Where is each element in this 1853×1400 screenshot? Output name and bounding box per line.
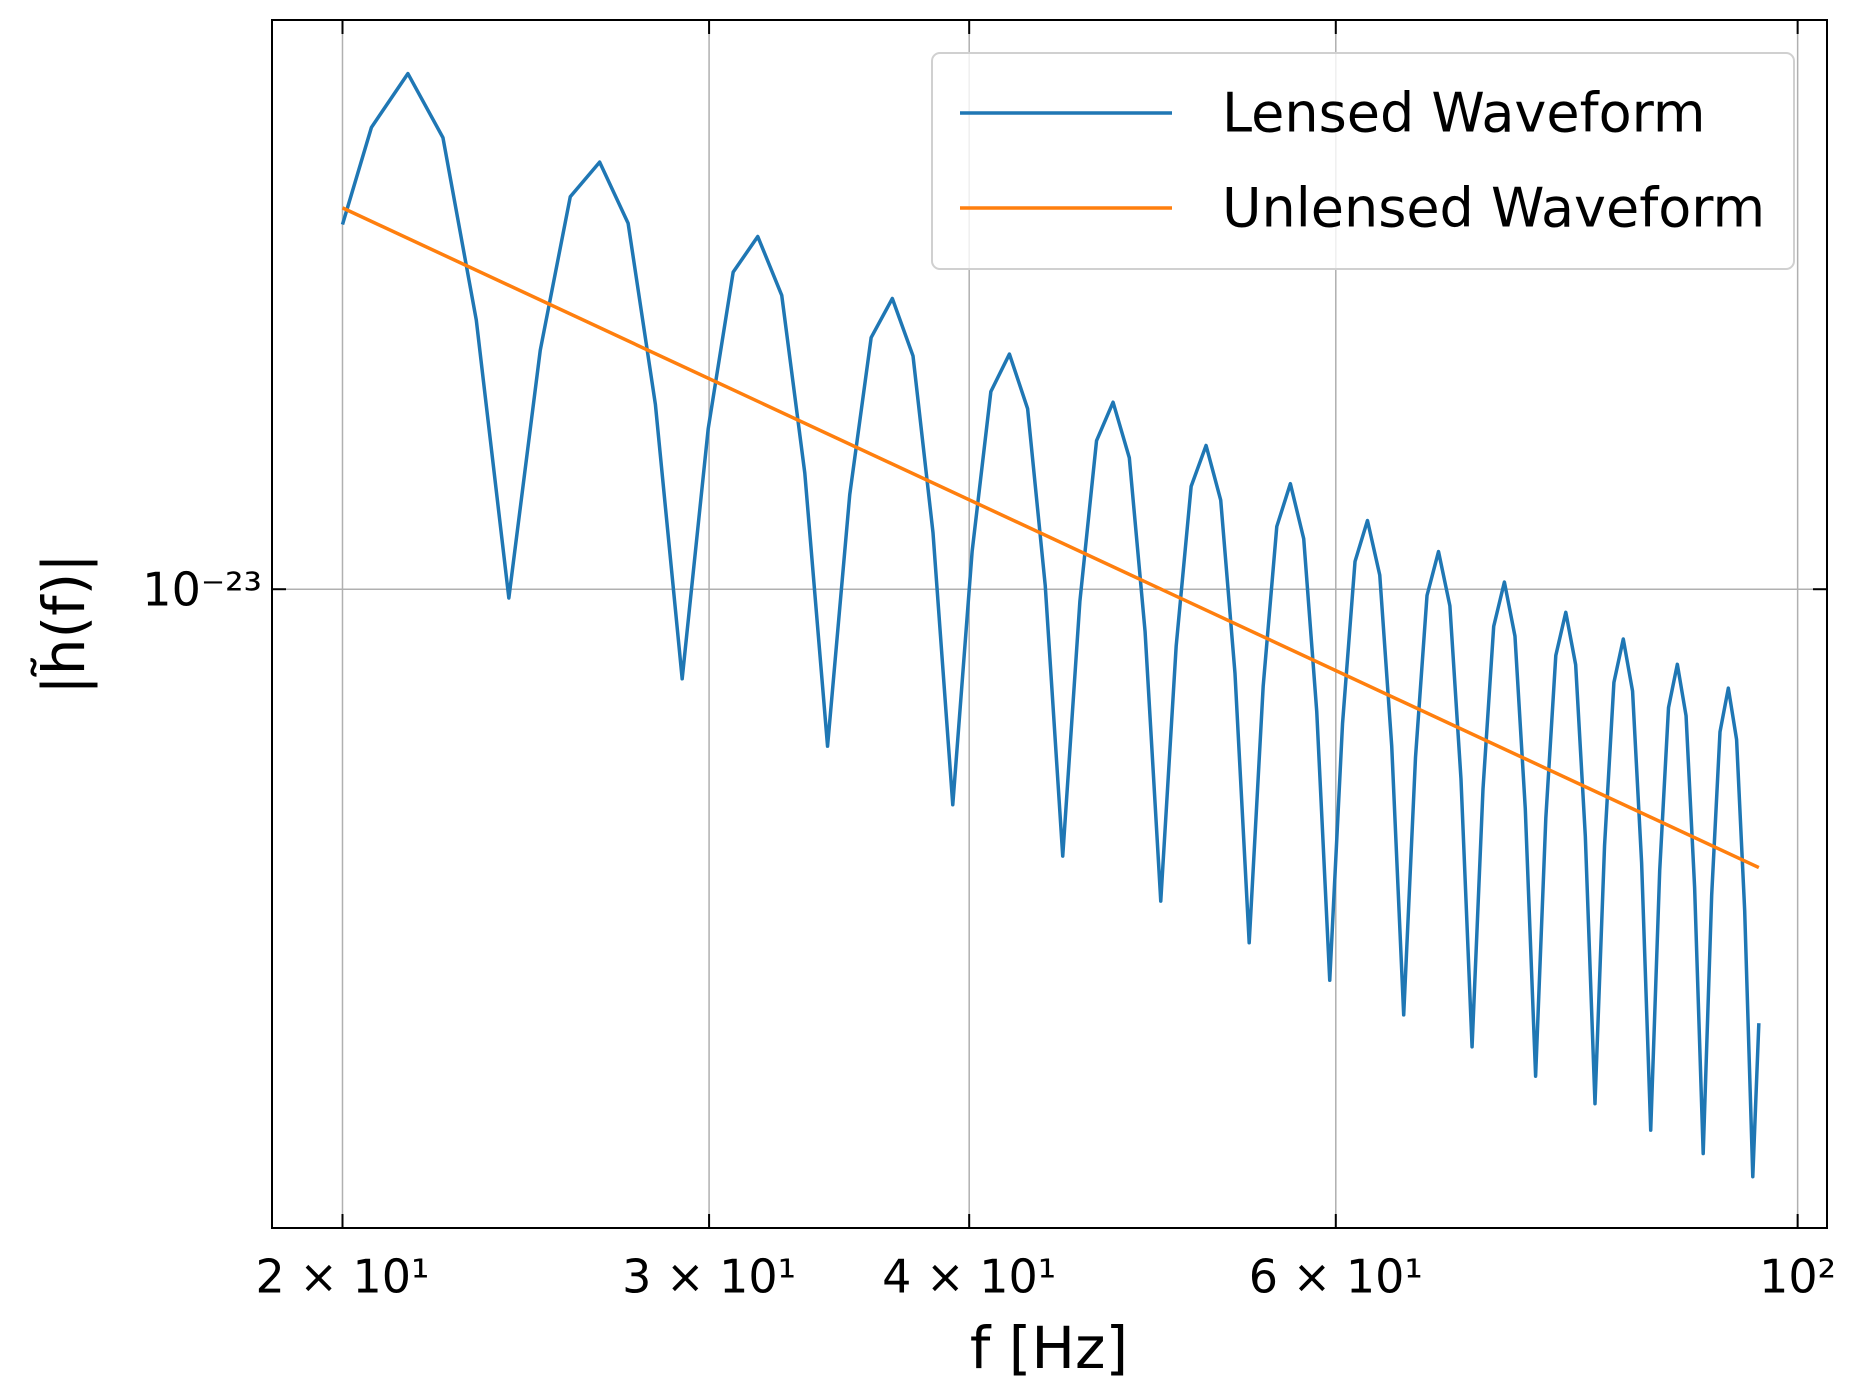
line-series — [341, 206, 1760, 870]
x-tick-label: 3 × 10¹ — [622, 1250, 796, 1304]
legend-box — [931, 52, 1795, 270]
line-series — [340, 71, 1761, 1179]
x-tick-label: 4 × 10¹ — [882, 1250, 1056, 1304]
y-axis-label: |h̃(f)| — [30, 553, 99, 695]
legend-label: Lensed Waveform — [1222, 82, 1706, 145]
y-tick-label: 10⁻²³ — [142, 563, 262, 617]
x-tick-label: 6 × 10¹ — [1249, 1250, 1423, 1304]
x-tick-label: 10² — [1759, 1250, 1836, 1304]
legend-label: Unlensed Waveform — [1222, 177, 1765, 240]
plot-frame — [271, 19, 1828, 1229]
x-tick-label: 2 × 10¹ — [255, 1250, 429, 1304]
x-axis-label: f [Hz] — [970, 1314, 1128, 1382]
